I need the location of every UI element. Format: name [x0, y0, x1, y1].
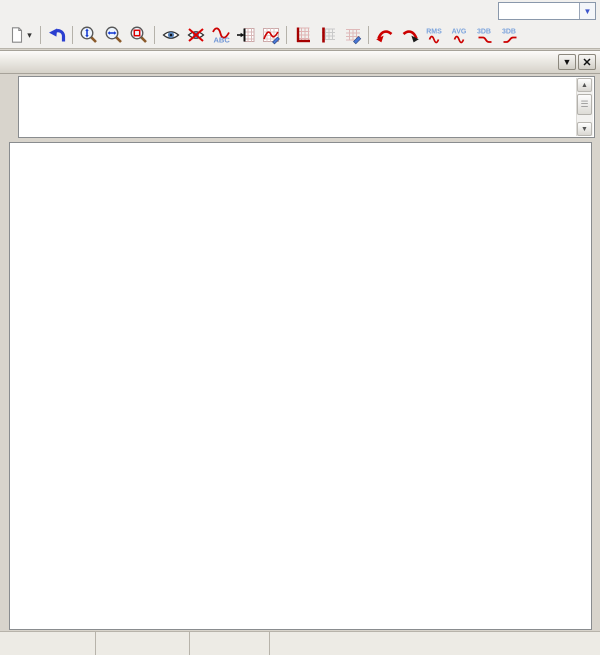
undo-button[interactable] [44, 23, 69, 47]
graph-window-titlebar: ▼ ✕ [0, 50, 600, 74]
eye-crossed-icon [186, 25, 206, 45]
chevron-down-icon: ▼ [581, 126, 588, 133]
add-y-axis-button[interactable] [315, 23, 340, 47]
svg-text:RMS: RMS [426, 29, 442, 36]
curve-arrow-left-icon [375, 25, 395, 45]
svg-text:3DB: 3DB [476, 29, 490, 36]
menu-bar: ▼ [0, 0, 600, 23]
toolbar: ▾ ABC RMS AVG 3DB 3DB [0, 22, 600, 49]
menu-simetrix-simulator[interactable] [54, 8, 72, 14]
scrollbar-thumb[interactable]: ☰ [577, 94, 592, 115]
toolbar-separator [368, 26, 369, 44]
cursor-y-readout [96, 632, 190, 655]
close-icon: ✕ [582, 56, 591, 69]
close-graph-button[interactable]: ✕ [578, 54, 596, 70]
menu-simplis-simulator[interactable] [72, 8, 90, 14]
scroll-up-button[interactable]: ▲ [577, 78, 592, 92]
legend-panel: ▲ ☰ ▼ [18, 76, 595, 138]
menu-file[interactable] [0, 8, 18, 14]
grip-icon: ☰ [580, 99, 588, 110]
avg-button[interactable]: AVG [447, 23, 472, 47]
zoom-y-icon [79, 25, 99, 45]
edit-graph-icon [261, 25, 281, 45]
grid-options-button[interactable] [340, 23, 365, 47]
scroll-down-button[interactable]: ▼ [577, 122, 592, 136]
curve-label-icon: ABC [211, 25, 231, 45]
legend-scrollbar[interactable]: ▲ ☰ ▼ [576, 78, 593, 136]
lowpass-3db-button[interactable]: 3DB [472, 23, 497, 47]
edit-graph-button[interactable] [258, 23, 283, 47]
highpass-3db-button[interactable]: 3DB [497, 23, 522, 47]
show-curve-button[interactable] [158, 23, 183, 47]
status-cell-empty [190, 632, 270, 655]
grid-pencil-icon [343, 25, 363, 45]
graph-window-menu-button[interactable]: ▼ [558, 54, 576, 70]
cursor-x-readout [0, 632, 96, 655]
toolbar-separator [72, 26, 73, 44]
undo-icon [47, 25, 67, 45]
zoom-x-icon [104, 25, 124, 45]
rms-icon: RMS [424, 25, 446, 45]
add-grid-button[interactable] [290, 23, 315, 47]
new-graph-button[interactable]: ▾ [3, 23, 37, 47]
annotate-curve-button[interactable]: ABC [208, 23, 233, 47]
toolbar-separator [40, 26, 41, 44]
chevron-down-icon[interactable]: ▼ [579, 3, 595, 19]
zoom-box-icon [129, 25, 149, 45]
add-axis-button[interactable] [233, 23, 258, 47]
axes-grid-icon [293, 25, 313, 45]
rms-button[interactable]: RMS [422, 23, 447, 47]
menu-cursors[interactable] [90, 8, 108, 14]
y-axis-grid-icon [318, 25, 338, 45]
zoom-y-button[interactable] [76, 23, 101, 47]
hide-curve-button[interactable] [183, 23, 208, 47]
waveform-chart-panel [9, 142, 592, 630]
svg-text:3DB: 3DB [501, 29, 515, 36]
add-axis-icon [236, 25, 256, 45]
menu-edit[interactable] [18, 8, 36, 14]
status-bar [0, 631, 600, 655]
plot-area[interactable] [10, 143, 589, 627]
status-cell-empty [270, 632, 600, 655]
chevron-up-icon: ▲ [581, 82, 588, 89]
zoom-x-button[interactable] [101, 23, 126, 47]
zoom-box-button[interactable] [126, 23, 151, 47]
svg-text:AVG: AVG [451, 29, 466, 36]
menu-view[interactable] [36, 8, 54, 14]
3db-highpass-icon: 3DB [499, 25, 521, 45]
curve-arrow-right-icon [400, 25, 420, 45]
chevron-down-icon: ▼ [563, 57, 572, 67]
previous-curve-button[interactable] [372, 23, 397, 47]
viewer-mode-select[interactable]: ▼ [498, 2, 596, 20]
chevron-down-icon: ▾ [27, 30, 32, 41]
svg-text:ABC: ABC [213, 36, 230, 45]
3db-lowpass-icon: 3DB [474, 25, 496, 45]
next-curve-button[interactable] [397, 23, 422, 47]
avg-icon: AVG [449, 25, 471, 45]
eye-icon [161, 25, 181, 45]
toolbar-separator [286, 26, 287, 44]
menu-annotate[interactable] [108, 8, 126, 14]
new-file-icon [8, 26, 26, 44]
toolbar-separator [154, 26, 155, 44]
